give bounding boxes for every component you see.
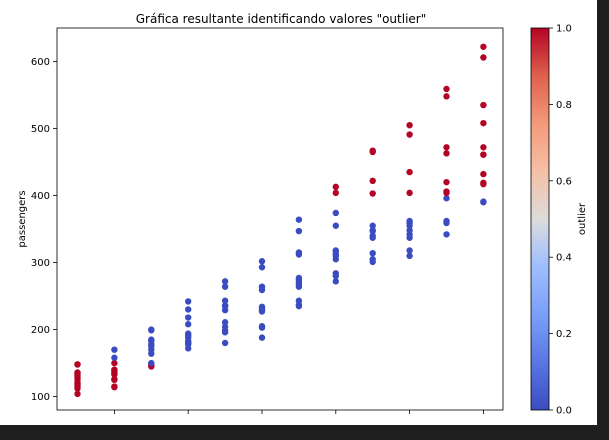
data-point bbox=[406, 217, 413, 225]
data-point bbox=[480, 170, 487, 178]
data-point bbox=[443, 150, 450, 157]
y-tick-label: 500 bbox=[31, 124, 50, 135]
colorbar-tick-label: 0.0 bbox=[556, 406, 572, 417]
data-point bbox=[443, 231, 450, 238]
data-point bbox=[74, 369, 81, 376]
data-point bbox=[221, 339, 229, 347]
data-point bbox=[443, 217, 450, 225]
data-point bbox=[480, 179, 487, 187]
y-axis-label: passengers bbox=[17, 190, 28, 247]
data-point bbox=[148, 326, 155, 333]
colorbar-ticks: 0.0 0.2 0.4 0.6 0.8 1.0 bbox=[549, 24, 572, 417]
data-point bbox=[148, 359, 155, 367]
x-axis bbox=[114, 410, 484, 414]
data-point bbox=[369, 227, 376, 234]
scatter-chart: Gráfica resultante identificando valores… bbox=[17, 12, 588, 417]
data-point bbox=[221, 278, 229, 285]
data-point bbox=[111, 366, 118, 373]
data-point bbox=[111, 359, 118, 367]
data-point bbox=[332, 183, 339, 191]
points-layer bbox=[74, 43, 487, 398]
data-point bbox=[295, 274, 303, 282]
data-point bbox=[443, 144, 450, 151]
data-point bbox=[406, 189, 413, 197]
data-point bbox=[332, 247, 339, 254]
colorbar-tick-label: 1.0 bbox=[556, 24, 572, 35]
data-point bbox=[111, 375, 118, 383]
data-point bbox=[480, 198, 487, 205]
data-point bbox=[185, 321, 192, 328]
data-point bbox=[406, 252, 413, 260]
data-point bbox=[221, 319, 229, 326]
data-point bbox=[480, 101, 487, 109]
data-point bbox=[406, 131, 413, 138]
data-point bbox=[369, 249, 376, 257]
data-point bbox=[480, 151, 487, 158]
colorbar-tick-label: 0.6 bbox=[556, 176, 572, 187]
data-point bbox=[369, 190, 376, 197]
data-point bbox=[369, 177, 376, 184]
data-point bbox=[258, 323, 266, 330]
data-point bbox=[406, 247, 413, 254]
data-point bbox=[111, 346, 118, 353]
y-tick-label: 400 bbox=[31, 191, 50, 202]
data-point bbox=[295, 227, 303, 235]
data-point bbox=[258, 283, 266, 290]
data-point bbox=[480, 119, 487, 127]
data-point bbox=[406, 121, 413, 129]
data-point bbox=[369, 222, 376, 229]
data-point bbox=[332, 189, 339, 197]
data-point bbox=[74, 390, 81, 398]
data-point bbox=[443, 178, 450, 186]
data-point bbox=[148, 336, 155, 343]
chart-title: Gráfica resultante identificando valores… bbox=[136, 12, 427, 26]
colorbar-tick-label: 0.8 bbox=[556, 100, 572, 111]
data-point bbox=[369, 232, 376, 239]
data-point bbox=[369, 256, 376, 263]
data-point bbox=[332, 209, 339, 217]
y-tick-label: 100 bbox=[31, 392, 50, 403]
data-point bbox=[221, 323, 229, 331]
data-point bbox=[369, 147, 376, 154]
data-point bbox=[443, 85, 450, 93]
data-point bbox=[221, 297, 229, 304]
data-point bbox=[480, 54, 487, 61]
data-point bbox=[185, 330, 192, 337]
data-point bbox=[480, 43, 487, 50]
data-point bbox=[480, 144, 487, 151]
data-point bbox=[406, 227, 413, 234]
plot-area-frame bbox=[56, 27, 504, 411]
data-point bbox=[295, 249, 303, 256]
data-point bbox=[221, 283, 229, 290]
data-point bbox=[295, 216, 303, 223]
data-point bbox=[443, 93, 450, 100]
data-point bbox=[258, 258, 266, 265]
data-point bbox=[406, 168, 413, 176]
data-point bbox=[221, 302, 229, 309]
data-point bbox=[258, 303, 266, 310]
data-point bbox=[185, 298, 192, 305]
colorbar-tick-label: 0.2 bbox=[556, 329, 572, 340]
data-point bbox=[332, 278, 339, 285]
data-point bbox=[258, 264, 266, 271]
y-tick-label: 200 bbox=[31, 325, 50, 336]
data-point bbox=[111, 383, 118, 390]
colorbar-tick-label: 0.4 bbox=[556, 253, 572, 264]
data-point bbox=[258, 334, 266, 341]
colorbar bbox=[530, 27, 550, 411]
figure: Gráfica resultante identificando valores… bbox=[0, 0, 597, 425]
data-point bbox=[111, 354, 118, 361]
data-point bbox=[185, 314, 192, 321]
y-tick-label: 600 bbox=[31, 57, 50, 68]
data-point bbox=[443, 188, 450, 195]
data-point bbox=[332, 270, 339, 277]
y-axis: 100 200 300 400 500 600 bbox=[31, 57, 57, 403]
data-point bbox=[74, 361, 81, 368]
data-point bbox=[185, 306, 192, 313]
data-point bbox=[332, 222, 339, 229]
data-point bbox=[443, 195, 450, 202]
y-tick-label: 300 bbox=[31, 258, 50, 269]
data-point bbox=[295, 297, 303, 304]
colorbar-label: outlier bbox=[577, 202, 588, 235]
